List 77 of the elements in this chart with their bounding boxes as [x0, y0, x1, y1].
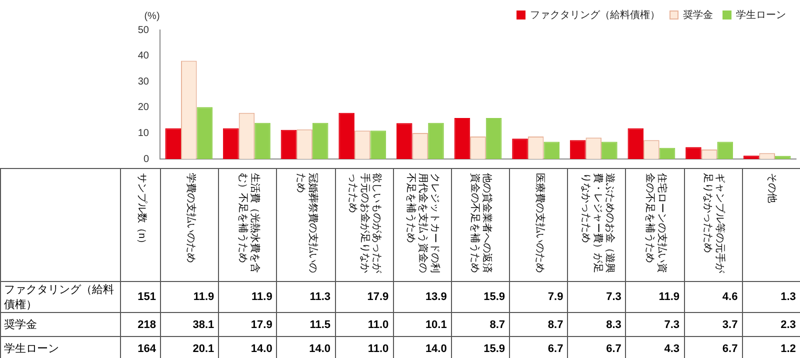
x-tick-label: 冠婚葬祭費の支払いのため [294, 173, 318, 275]
text: 151 [120, 282, 160, 312]
bar [628, 128, 644, 159]
x-tick-label: 生活費（光熱水費を含む）不足を補うため [236, 173, 260, 275]
data-label: 7.3 [568, 282, 626, 312]
y-tick-label: 50 [138, 24, 150, 36]
data-label: 6.7 [684, 336, 742, 358]
x-tick-label: その他 [765, 173, 778, 205]
text: 奨学金 [4, 319, 37, 331]
x-tick-label: 医療費の支払いのため [532, 173, 545, 275]
x-tick-label: 他の貸金業者への返済資金の不足を補うため [468, 173, 492, 275]
data-label: 6.7 [568, 336, 626, 358]
x-tick-label: 欲しいものがあったが手元のお金が足りなかったため [346, 173, 382, 275]
data-label: 14.0 [218, 336, 277, 358]
data-label: 8.7 [451, 312, 510, 336]
data-label: 4.6 [684, 282, 742, 312]
data-label: 11.0 [335, 336, 394, 358]
bar [486, 118, 502, 159]
y-tick-label: 10 [138, 128, 150, 139]
text: 学生ローン [4, 343, 59, 355]
bar [774, 156, 791, 159]
y-tick-label: 0 [143, 154, 150, 165]
data-label: 7.3 [626, 312, 684, 336]
data-label: 11.9 [218, 282, 277, 312]
bar [280, 130, 297, 159]
data-label: 11.9 [160, 282, 219, 312]
y-tick-label: 40 [138, 50, 150, 62]
data-label: 15.9 [451, 282, 510, 312]
data-label: 10.1 [393, 312, 452, 336]
data-label: 15.9 [451, 336, 510, 358]
data-label: 38.1 [160, 312, 219, 336]
bar [312, 122, 328, 159]
data-label: 11.9 [626, 282, 684, 312]
data-label: 11.0 [335, 312, 394, 336]
x-tick-label: 学費の支払いのため [184, 173, 196, 265]
data-label: 11.3 [276, 282, 336, 312]
text: 164 [120, 336, 160, 358]
bar [165, 128, 182, 159]
data-label: 14.0 [393, 336, 452, 358]
bar [396, 123, 412, 159]
data-label: 1.3 [742, 282, 800, 312]
legend-label: 奨学金 [683, 8, 713, 21]
legend-label: 学生ローン [736, 8, 786, 21]
text: サンプル数（n） [134, 173, 146, 251]
data-label: 8.7 [510, 312, 568, 336]
data-label: 1.2 [742, 336, 800, 358]
bar [254, 122, 270, 159]
data-label: 3.7 [684, 312, 742, 336]
data-label: 2.3 [742, 312, 800, 336]
bar [223, 128, 239, 159]
data-label: 14.0 [276, 336, 336, 358]
data-label: 13.9 [393, 282, 452, 312]
y-axis-title: (%) [144, 10, 160, 22]
data-label: 11.5 [276, 312, 336, 336]
x-tick-label: 住宅ローンの支払い資金の不足を補うため [642, 173, 667, 275]
data-label: 17.9 [335, 282, 394, 312]
data-label: 7.9 [510, 282, 568, 312]
text: 218 [120, 312, 160, 336]
x-tick-label: クレジットカードの利用代金を支払う資金の不足を補うため [404, 173, 440, 275]
data-label: 20.1 [160, 336, 219, 358]
y-tick-label: 20 [138, 102, 150, 114]
bar [428, 122, 444, 159]
bar [454, 118, 470, 159]
data-label: 4.3 [626, 336, 684, 358]
data-label: 8.3 [568, 312, 626, 336]
bar [512, 138, 528, 159]
legend-label: ファクタリング（給料債権） [530, 8, 660, 21]
bar [196, 107, 213, 159]
x-tick-label: 遊ぶためのお金（遊興費・レジャー費）が足りなかったため [578, 173, 615, 275]
bar [370, 130, 386, 159]
y-tick-label: 30 [138, 76, 150, 88]
text: ファクタリング（給料債権） [4, 284, 114, 311]
data-label: 6.7 [510, 336, 568, 358]
bar [743, 156, 760, 159]
data-label: 17.9 [218, 312, 277, 336]
bar [338, 112, 354, 159]
x-tick-label: ギャンブル等の元手が足りなかったため [701, 173, 726, 275]
